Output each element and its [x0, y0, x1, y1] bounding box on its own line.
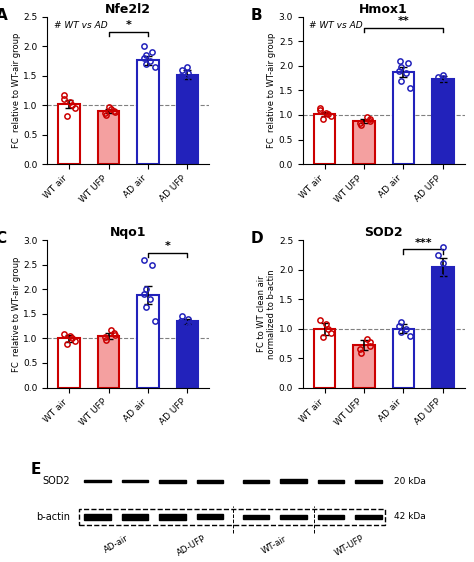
Bar: [197, 480, 223, 483]
Bar: [159, 480, 186, 483]
Text: WT-air: WT-air: [261, 534, 289, 555]
Bar: [98, 336, 119, 388]
Bar: [176, 321, 198, 388]
Bar: [137, 61, 159, 164]
Bar: [314, 114, 336, 164]
Text: # WT vs AD: # WT vs AD: [54, 21, 108, 30]
Bar: [318, 480, 345, 483]
Text: WT-UFP: WT-UFP: [333, 534, 366, 558]
Text: 42 kDa: 42 kDa: [393, 513, 425, 522]
Bar: [176, 75, 198, 164]
Text: ***: ***: [414, 238, 432, 248]
Bar: [280, 515, 307, 519]
Bar: [353, 121, 375, 164]
Y-axis label: FC  relative to WT-air group: FC relative to WT-air group: [11, 256, 20, 371]
Bar: [355, 515, 382, 519]
Text: *: *: [165, 242, 171, 251]
Bar: [243, 480, 269, 483]
Text: D: D: [251, 232, 264, 247]
Text: 20 kDa: 20 kDa: [393, 477, 426, 486]
Bar: [355, 480, 382, 483]
Bar: [122, 514, 148, 520]
Text: B: B: [251, 8, 263, 23]
Bar: [243, 515, 269, 519]
Title: Nfe2l2: Nfe2l2: [105, 3, 151, 16]
Text: A: A: [0, 8, 8, 23]
Bar: [159, 514, 186, 519]
Bar: [58, 104, 80, 164]
Text: AD-air: AD-air: [102, 534, 130, 555]
Text: b-actin: b-actin: [36, 512, 70, 522]
Bar: [280, 479, 307, 483]
Bar: [84, 514, 111, 520]
Bar: [353, 345, 375, 388]
Bar: [137, 295, 159, 388]
Bar: [392, 329, 414, 388]
Bar: [318, 515, 345, 519]
Text: **: **: [398, 16, 409, 26]
Text: E: E: [31, 462, 41, 477]
Y-axis label: FC  relative to WT-air group: FC relative to WT-air group: [11, 33, 20, 148]
Text: *: *: [125, 20, 131, 30]
Text: C: C: [0, 232, 7, 247]
Bar: [58, 338, 80, 388]
Text: # WT vs AD: # WT vs AD: [310, 21, 363, 30]
Title: SOD2: SOD2: [365, 226, 403, 239]
Title: Nqo1: Nqo1: [110, 226, 146, 239]
Bar: [432, 79, 454, 164]
Bar: [197, 514, 223, 519]
Text: SOD2: SOD2: [43, 477, 70, 487]
Bar: [392, 72, 414, 164]
Bar: [98, 111, 119, 164]
Y-axis label: FC  relative to WT-air group: FC relative to WT-air group: [267, 33, 276, 148]
Y-axis label: FC to WT clean air
normalized to b-actin: FC to WT clean air normalized to b-actin: [256, 269, 276, 359]
Bar: [432, 267, 454, 388]
Bar: [314, 329, 336, 388]
Bar: [122, 481, 148, 482]
Title: Hmox1: Hmox1: [359, 3, 408, 16]
Text: AD-UFP: AD-UFP: [175, 534, 208, 558]
Bar: [79, 509, 385, 525]
Bar: [84, 481, 111, 482]
